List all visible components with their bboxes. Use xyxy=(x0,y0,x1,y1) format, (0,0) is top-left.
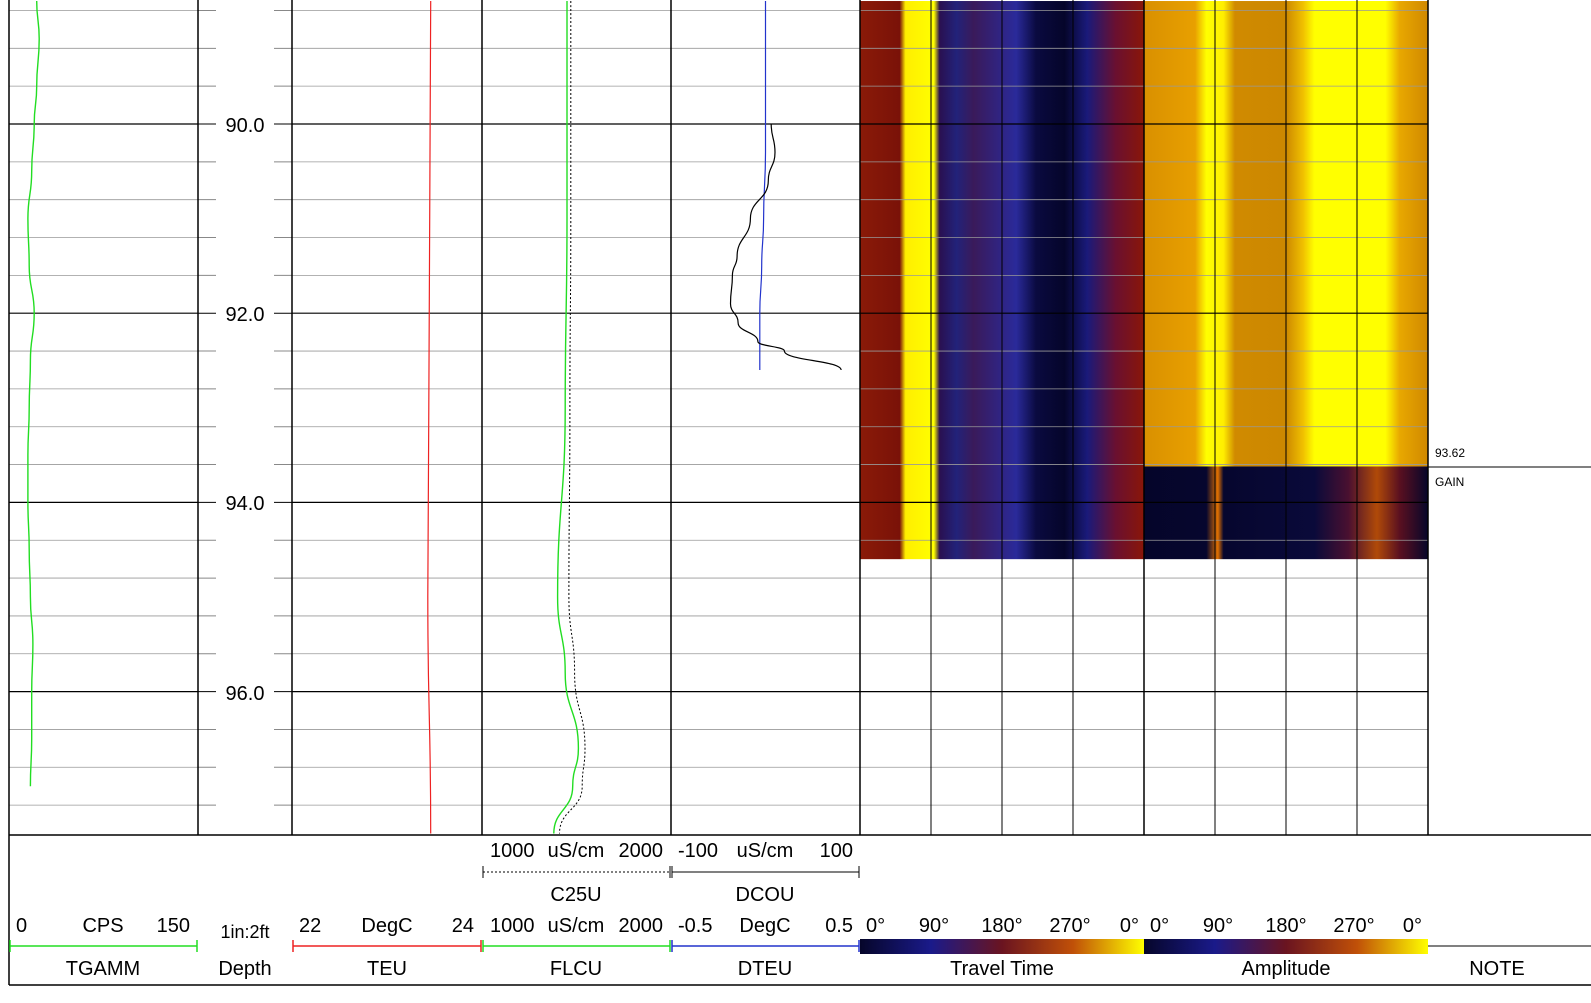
log-curves xyxy=(27,0,842,834)
tt-tick: 0° xyxy=(866,915,885,937)
depth-label: 94.0 xyxy=(226,493,265,515)
tgamm-curve xyxy=(27,0,40,787)
amp-tick: 0° xyxy=(1150,915,1169,937)
amp-tick: 90° xyxy=(1203,915,1233,937)
dcou-curve xyxy=(729,123,842,371)
depth-legend: 1in:2ft Depth xyxy=(218,922,271,980)
amplitude-name: Amplitude xyxy=(1242,958,1331,980)
flcu-min: 1000 xyxy=(490,915,535,937)
c25u-name: C25U xyxy=(550,884,601,906)
amp-tick: 270° xyxy=(1333,915,1374,937)
c25u-unit: uS/cm xyxy=(548,840,605,862)
depth-label: 92.0 xyxy=(226,304,265,326)
c25u-legend: 1000 uS/cm 2000 C25U xyxy=(482,840,671,906)
dcou-unit: uS/cm xyxy=(737,840,794,862)
note-track: 93.62 GAIN xyxy=(1428,446,1591,489)
depth-label: 90.0 xyxy=(226,115,265,137)
depth-scale: 1in:2ft xyxy=(220,922,269,942)
amp-tick: 0° xyxy=(1403,915,1422,937)
flcu-curve xyxy=(553,1,580,834)
c25u-max: 2000 xyxy=(619,840,664,862)
c25u-curve xyxy=(559,1,586,834)
teu-unit: DegC xyxy=(361,915,412,937)
tgamm-min: 0 xyxy=(16,915,27,937)
amp-tick: 180° xyxy=(1265,915,1306,937)
note-gain-label: GAIN xyxy=(1435,475,1464,489)
track-borders xyxy=(8,0,1591,986)
travel-time-palette xyxy=(860,939,1144,954)
dcou-name: DCOU xyxy=(736,884,795,906)
dteu-min: -0.5 xyxy=(678,915,712,937)
travel-time-name: Travel Time xyxy=(950,958,1054,980)
depth-name: Depth xyxy=(218,958,271,980)
flcu-max: 2000 xyxy=(619,915,664,937)
note-legend: NOTE xyxy=(1428,945,1591,980)
amplitude-palette xyxy=(1144,939,1428,954)
flcu-name: FLCU xyxy=(550,958,602,980)
tt-tick: 90° xyxy=(919,915,949,937)
dteu-max: 0.5 xyxy=(825,915,853,937)
flcu-unit: uS/cm xyxy=(548,915,605,937)
tgamm-legend: 0 CPS 150 TGAMM xyxy=(9,915,198,980)
note-depth-label: 93.62 xyxy=(1435,446,1465,460)
image-sector-lines xyxy=(930,0,1358,835)
tt-tick: 180° xyxy=(981,915,1022,937)
teu-legend: 22 DegC 24 TEU xyxy=(292,915,482,980)
dteu-legend: -0.5 DegC 0.5 DTEU xyxy=(671,915,860,980)
amplitude-legend: 0° 90° 180° 270° 0° Amplitude xyxy=(1144,915,1428,980)
teu-name: TEU xyxy=(367,958,407,980)
tt-tick: 0° xyxy=(1120,915,1139,937)
track-header: 1000 uS/cm 2000 C25U -100 uS/cm 100 DCOU… xyxy=(9,840,1591,980)
dteu-name: DTEU xyxy=(738,958,792,980)
dcou-max: 100 xyxy=(820,840,853,862)
dcou-min: -100 xyxy=(678,840,718,862)
tgamm-name: TGAMM xyxy=(66,958,140,980)
teu-max: 24 xyxy=(452,915,474,937)
teu-curve xyxy=(427,0,432,834)
note-name: NOTE xyxy=(1469,958,1525,980)
travel-time-legend: 0° 90° 180° 270° 0° Travel Time xyxy=(860,915,1144,980)
dteu-unit: DegC xyxy=(739,915,790,937)
c25u-min: 1000 xyxy=(490,840,535,862)
teu-min: 22 xyxy=(299,915,321,937)
tgamm-max: 150 xyxy=(157,915,190,937)
depth-label: 96.0 xyxy=(226,683,265,705)
dteu-curve xyxy=(759,1,767,370)
depth-labels: 90.0 92.0 94.0 96.0 xyxy=(226,115,265,705)
tt-tick: 270° xyxy=(1049,915,1090,937)
dcou-legend: -100 uS/cm 100 DCOU xyxy=(671,840,860,906)
tgamm-unit: CPS xyxy=(82,915,123,937)
flcu-legend: 1000 uS/cm 2000 FLCU xyxy=(482,915,671,980)
